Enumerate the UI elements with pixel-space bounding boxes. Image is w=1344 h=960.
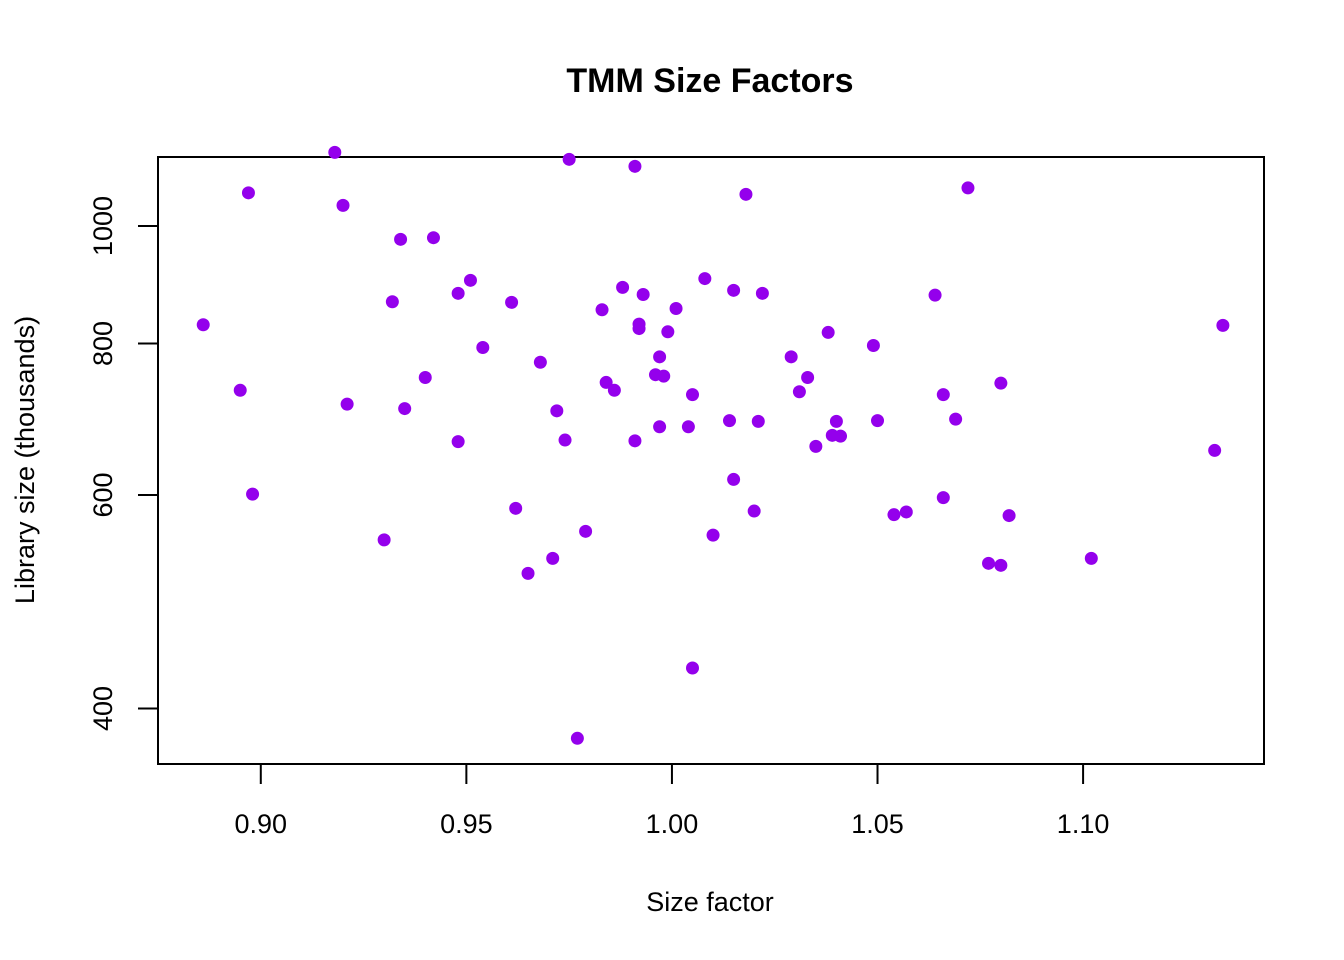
data-point <box>928 288 942 302</box>
data-point <box>451 286 465 300</box>
data-point <box>657 369 671 383</box>
data-point <box>698 272 712 286</box>
data-point <box>418 370 432 384</box>
data-point <box>887 508 901 522</box>
data-point <box>739 187 753 201</box>
data-point <box>1208 443 1222 457</box>
y-axis: 400 600 800 1000 <box>88 196 159 731</box>
data-point <box>328 145 342 159</box>
data-point <box>533 355 547 369</box>
data-point <box>241 186 255 200</box>
data-point <box>599 375 613 389</box>
data-point <box>723 414 737 428</box>
data-point <box>476 340 490 354</box>
data-point <box>1216 318 1230 332</box>
data-point <box>246 487 260 501</box>
x-tick-label: 1.00 <box>646 809 699 839</box>
data-point <box>616 280 630 294</box>
y-tick-label: 800 <box>88 321 118 366</box>
data-point <box>871 414 885 428</box>
data-point <box>394 232 408 246</box>
data-point <box>1084 551 1098 565</box>
x-axis: 0.90 0.95 1.00 1.05 1.10 <box>235 763 1110 839</box>
data-point <box>994 558 1008 572</box>
y-tick-label: 1000 <box>88 196 118 256</box>
data-point <box>509 501 523 515</box>
data-points <box>196 145 1230 745</box>
data-point <box>961 181 975 195</box>
data-point <box>1002 509 1016 523</box>
plot-area-frame <box>157 156 1265 765</box>
data-point <box>751 414 765 428</box>
y-tick-label: 400 <box>88 686 118 731</box>
data-point <box>661 325 675 339</box>
data-point <box>727 283 741 297</box>
data-point <box>385 295 399 309</box>
data-point <box>426 231 440 245</box>
y-tick-label: 600 <box>88 472 118 517</box>
data-point <box>451 435 465 449</box>
data-point <box>949 412 963 426</box>
data-point <box>653 420 667 434</box>
data-point <box>636 288 650 302</box>
data-point <box>521 566 535 580</box>
data-point <box>595 303 609 317</box>
data-point <box>936 388 950 402</box>
data-point <box>233 383 247 397</box>
chart-title: TMM Size Factors <box>566 62 853 100</box>
data-point <box>558 433 572 447</box>
data-point <box>685 388 699 402</box>
data-point <box>340 397 354 411</box>
data-point <box>550 404 564 418</box>
data-point <box>398 402 412 416</box>
data-point <box>505 295 519 309</box>
x-tick-label: 0.90 <box>235 809 288 839</box>
data-point <box>336 198 350 212</box>
data-point <box>562 152 576 166</box>
data-point <box>653 350 667 364</box>
data-point <box>994 376 1008 390</box>
data-point <box>669 301 683 315</box>
data-point <box>196 318 210 332</box>
data-point <box>809 439 823 453</box>
data-point <box>628 434 642 448</box>
data-point <box>829 414 843 428</box>
data-point <box>685 661 699 675</box>
x-tick-label: 0.95 <box>440 809 493 839</box>
data-point <box>570 731 584 745</box>
data-point <box>747 504 761 518</box>
data-point <box>546 551 560 565</box>
data-point <box>821 325 835 339</box>
data-point <box>792 385 806 399</box>
x-axis-label: Size factor <box>646 887 774 917</box>
data-point <box>579 524 593 538</box>
y-axis-label: Library size (thousands) <box>10 316 40 604</box>
data-point <box>681 420 695 434</box>
data-point <box>982 556 996 570</box>
data-point <box>727 472 741 486</box>
data-point <box>866 338 880 352</box>
data-point <box>628 159 642 173</box>
data-point <box>706 528 720 542</box>
data-point <box>899 505 913 519</box>
data-point <box>936 491 950 505</box>
data-point <box>801 370 815 384</box>
data-point <box>632 322 646 336</box>
x-tick-label: 1.05 <box>851 809 904 839</box>
x-tick-label: 1.10 <box>1057 809 1110 839</box>
data-point <box>784 350 798 364</box>
data-point <box>377 533 391 547</box>
data-point <box>834 429 848 443</box>
data-point <box>607 383 621 397</box>
data-point <box>463 273 477 287</box>
data-point <box>755 286 769 300</box>
